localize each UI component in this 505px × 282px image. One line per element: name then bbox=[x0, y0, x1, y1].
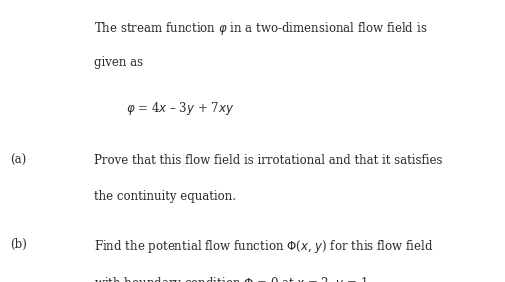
Text: Find the potential flow function $\Phi$($x$, $y$) for this flow field: Find the potential flow function $\Phi$(… bbox=[93, 238, 432, 255]
Text: The stream function $\varphi$ in a two-dimensional flow field is: The stream function $\varphi$ in a two-d… bbox=[93, 20, 426, 37]
Text: (b): (b) bbox=[10, 238, 27, 251]
Text: with boundary condition $\Phi$ = 0 at $x$ = 2, $y$ = 1.: with boundary condition $\Phi$ = 0 at $x… bbox=[93, 275, 371, 282]
Text: (a): (a) bbox=[10, 154, 26, 167]
Text: given as: given as bbox=[93, 56, 142, 69]
Text: Prove that this flow field is irrotational and that it satisfies: Prove that this flow field is irrotation… bbox=[93, 154, 441, 167]
Text: $\varphi$ = 4$x$ – 3$y$ + 7$x$$y$: $\varphi$ = 4$x$ – 3$y$ + 7$x$$y$ bbox=[126, 100, 234, 117]
Text: the continuity equation.: the continuity equation. bbox=[93, 190, 235, 203]
